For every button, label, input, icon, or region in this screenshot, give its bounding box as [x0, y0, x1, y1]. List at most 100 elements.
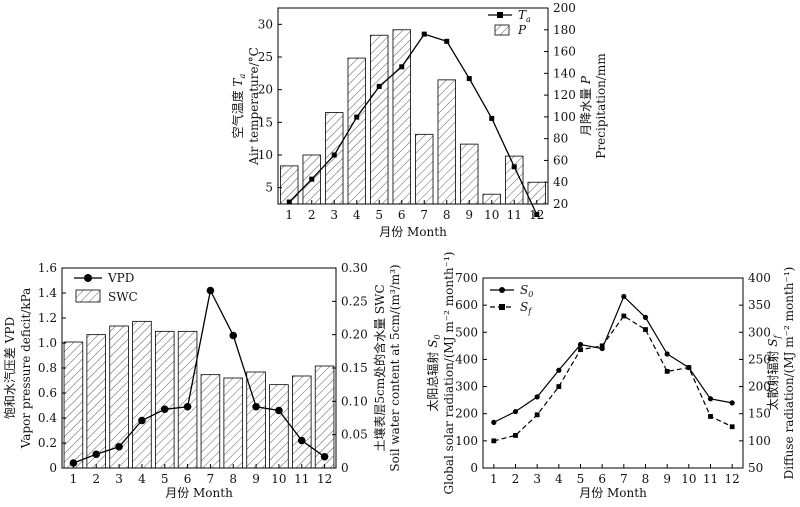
sf-point	[556, 384, 562, 389]
precip-bar	[370, 34, 389, 205]
precip-bar	[415, 133, 434, 205]
sf-point	[491, 438, 497, 444]
temperature-point	[331, 152, 337, 158]
x-tick-label: 7	[620, 472, 628, 486]
vpd-point	[252, 402, 260, 411]
sf-point	[534, 412, 540, 418]
left-tick-label: 20	[258, 83, 273, 97]
x-tick-label: 8	[443, 208, 451, 222]
right-tick-label: 40	[553, 175, 568, 189]
bl-swc-bars	[63, 320, 335, 469]
top-right-axis-label: 月降水量 P Precipitation/mm	[579, 53, 608, 159]
s0-point	[664, 351, 670, 357]
swc-bar	[132, 320, 152, 469]
bl-left-label-en: Vapor pressure deficit/kPa	[19, 288, 33, 450]
sf-point	[578, 347, 583, 353]
right-tick-label: 0.15	[341, 361, 368, 375]
x-tick-label: 2	[92, 472, 100, 486]
legend-p-swatch	[494, 24, 510, 36]
x-tick-label: 11	[703, 472, 718, 486]
right-tick-label: 100	[748, 434, 771, 448]
bl-right-axis-label: 土壤表层5cm处的含水量 SWC Soil water content at 5…	[372, 264, 402, 471]
left-tick-label: 5	[265, 181, 273, 195]
x-tick-label: 10	[271, 472, 286, 486]
swc-bar	[177, 330, 198, 469]
sf-point	[686, 365, 692, 370]
left-tick-label: 0	[470, 461, 478, 475]
s0-point	[621, 293, 627, 300]
precip-bar	[460, 143, 479, 205]
x-tick-label: 1	[490, 472, 498, 486]
right-tick-label: 0.05	[341, 428, 368, 442]
temperature-point	[466, 76, 472, 82]
left-tick-label: 1.0	[38, 336, 57, 350]
right-tick-label: 20	[553, 197, 568, 211]
right-tick-label: 250	[748, 352, 771, 366]
top-legend: Ta P	[488, 8, 531, 37]
swc-bar	[86, 334, 107, 469]
left-tick-label: 1.6	[38, 261, 57, 275]
sf-point	[708, 414, 713, 419]
x-tick-label: 3	[330, 208, 338, 222]
right-tick-label: 300	[748, 325, 771, 339]
top-precip-bars	[280, 29, 546, 205]
x-tick-label: 9	[663, 472, 671, 486]
temperature-point	[421, 31, 427, 37]
top-right-label-zh: 月降水量 P	[579, 75, 593, 136]
br-left-axis-label: 太阳总辐射 S0 Global solar radiation/(MJ m⁻² …	[425, 252, 456, 495]
swc-bar	[200, 374, 221, 469]
br-right-axis-label: 太散射辐射 Sf Diffuse radiation/(MJ m⁻² month…	[765, 267, 796, 480]
top-right-ticks: 20 40 60 80 100 120 140 160 180 200	[544, 1, 576, 211]
x-tick-label: 2	[308, 208, 316, 222]
right-tick-label: 60	[553, 153, 568, 167]
precip-bar	[392, 29, 411, 205]
right-tick-label: 0.30	[341, 261, 368, 275]
left-tick-label: 0.2	[38, 436, 57, 450]
x-tick-label: 6	[184, 472, 192, 486]
vpd-point	[297, 436, 306, 445]
temperature-point	[399, 64, 405, 70]
legend-vpd-label: VPD	[107, 271, 134, 285]
right-tick-label: 0.10	[341, 394, 368, 408]
x-tick-label: 1	[285, 208, 293, 222]
s0-point	[491, 419, 497, 425]
left-tick-label: 300	[455, 380, 478, 394]
left-tick-label: 0.4	[38, 411, 57, 425]
precip-bar	[280, 165, 299, 205]
right-tick-label: 150	[748, 407, 771, 421]
s0-point	[556, 367, 562, 373]
br-right-ticks: 50 100 150 200 250 300 350 400	[739, 271, 771, 475]
br-right-label-zh: 太散射辐射 Sf	[765, 333, 782, 410]
x-tick-label: 8	[642, 472, 650, 486]
precip-bar	[347, 57, 366, 205]
right-tick-label: 0.25	[341, 294, 368, 308]
left-tick-label: 1.4	[38, 286, 57, 300]
swc-bar	[63, 341, 84, 469]
s0-point	[729, 400, 735, 406]
right-tick-label: 400	[748, 271, 771, 285]
vpd-point	[92, 450, 101, 459]
x-tick-label: 4	[138, 472, 146, 486]
left-tick-label: 0	[49, 461, 57, 475]
precip-bar	[437, 79, 456, 205]
swc-bar	[223, 377, 244, 469]
legend-p-label: P	[517, 23, 527, 37]
x-tick-label: 5	[161, 472, 169, 486]
legend-s0-label: S0	[520, 283, 533, 299]
br-left-ticks: 0 100 200 300 400 500 600 700	[455, 271, 487, 475]
left-tick-label: 0.6	[38, 386, 57, 400]
right-tick-label: 0.20	[341, 328, 368, 342]
left-tick-label: 10	[258, 148, 273, 162]
s0-point	[577, 341, 584, 348]
swc-bar	[154, 330, 175, 469]
temperature-point	[489, 115, 495, 121]
right-tick-label: 140	[553, 66, 576, 80]
swc-bar	[291, 375, 312, 469]
temperature-point	[376, 83, 382, 89]
left-tick-label: 700	[455, 271, 478, 285]
legend-ta-marker	[497, 12, 503, 18]
vpd-point	[320, 452, 329, 461]
x-tick-label: 3	[533, 472, 541, 486]
